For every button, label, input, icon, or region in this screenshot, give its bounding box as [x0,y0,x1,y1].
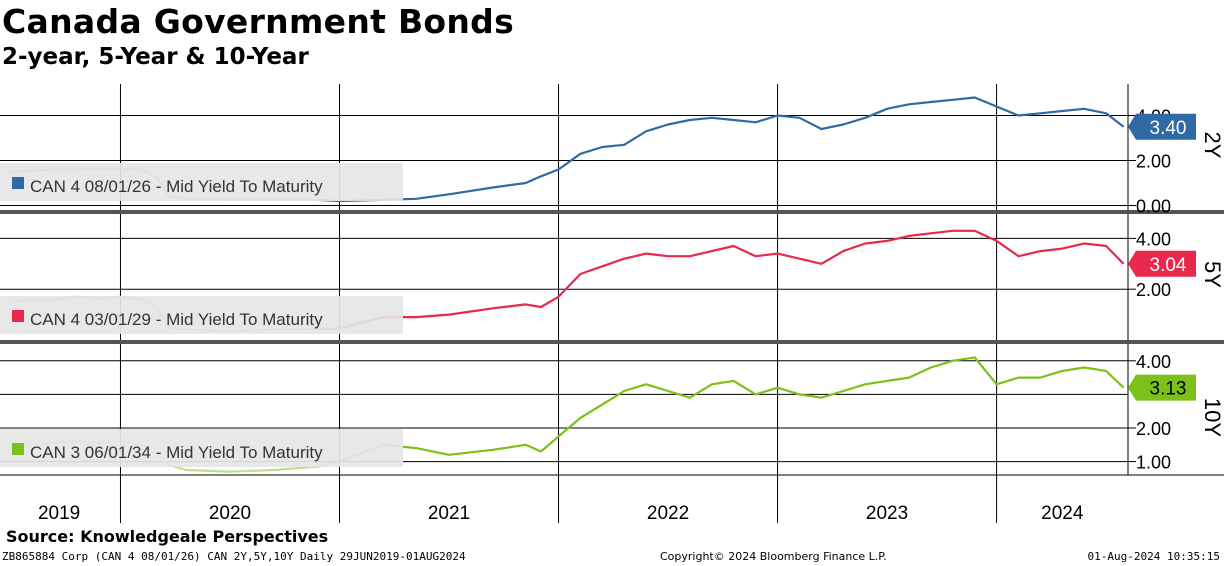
y-tick-label: 2.00 [1136,152,1171,172]
legend-label: CAN 4 03/01/29 - Mid Yield To Maturity [30,310,323,329]
panel-side-label: 2Y [1200,132,1224,159]
legend-swatch [12,177,24,189]
legend-swatch [12,443,24,455]
series-line-10y [317,356,1125,468]
legend-box [0,429,403,467]
chart-title: Canada Government Bonds [2,2,515,41]
legend-label: CAN 3 06/01/34 - Mid Yield To Maturity [30,443,323,462]
y-tick-label: 2.00 [1136,280,1171,300]
y-tick-label: 1.00 [1136,453,1171,473]
panel-side-label: 10Y [1200,398,1224,437]
panel-divider [0,210,1224,214]
x-year-label: 2021 [428,503,470,524]
y-tick-label: 4.00 [1136,229,1171,249]
timestamp: 01-Aug-2024 10:35:15 [1087,550,1220,563]
y-tick-label: 2.00 [1136,419,1171,439]
series-line-5y [317,229,1125,330]
last-value-label: 3.13 [1150,379,1187,400]
panel-divider [0,340,1224,344]
last-value-flag-2y [1128,113,1196,140]
x-year-label: 2022 [647,503,689,524]
ticker-line: ZB865884 Corp (CAN 4 08/01/26) CAN 2Y,5Y… [2,550,466,563]
y-tick-label: 4.00 [1136,352,1171,372]
source-note: Source: Knowledgeale Perspectives [6,527,329,546]
last-value-label: 3.40 [1150,118,1187,139]
chart-subtitle: 2-year, 5-Year & 10-Year [2,44,309,70]
x-year-label: 2020 [209,503,251,524]
copyright-note: Copyright© 2024 Bloomberg Finance L.P. [660,550,887,563]
x-year-label: 2023 [866,503,908,524]
last-value-label: 3.04 [1150,255,1187,276]
series-line-2y [317,96,1125,203]
y-tick-label: 0.00 [1136,197,1171,217]
x-year-label: 2019 [38,503,80,524]
legend-label: CAN 4 08/01/26 - Mid Yield To Maturity [30,177,323,196]
panel-side-label: 5Y [1200,261,1224,288]
x-year-label: 2024 [1041,503,1084,524]
legend-swatch [12,310,24,322]
last-value-flag-5y [1128,250,1196,277]
last-value-flag-10y [1128,374,1196,401]
legend-box [0,163,403,201]
legend-box [0,296,403,334]
